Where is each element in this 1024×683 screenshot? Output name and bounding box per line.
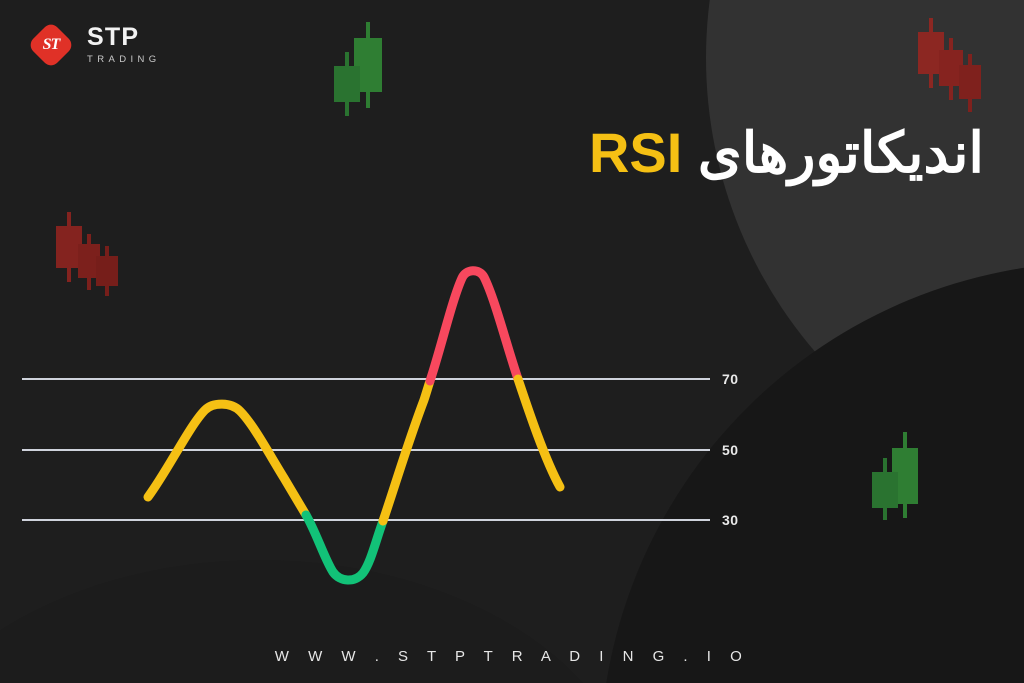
candlestick-green (334, 52, 360, 116)
logo-brand-name: STP (87, 23, 140, 52)
segment-neutral-decline (513, 374, 565, 492)
candlestick-green (872, 458, 898, 520)
candle-body-icon (872, 472, 898, 508)
axis-tick-30: 30 (722, 512, 739, 528)
segment-neutral-rise-fall (143, 399, 311, 520)
segment-oversold (301, 510, 388, 585)
candle-body-icon (334, 66, 360, 102)
axis-tick-70: 70 (722, 371, 739, 387)
candle-body-icon (56, 226, 82, 268)
candlestick-red (78, 234, 100, 290)
chart-series-rsi (143, 266, 565, 585)
segment-neutral-rise2 (378, 376, 435, 526)
brand-logo[interactable]: ST STP TRADING (26, 20, 161, 70)
chart-gridlines (22, 378, 710, 521)
logo-wordmark: STP TRADING (87, 25, 161, 65)
logo-monogram: ST (42, 36, 61, 53)
candlestick-red (959, 54, 981, 112)
candlestick-red (96, 246, 118, 296)
candle-body-icon (78, 244, 100, 278)
page-title: اندیکاتورهای RSI (589, 118, 984, 188)
candle-body-icon (96, 256, 118, 286)
stp-diamond-logo-icon: ST (26, 20, 76, 70)
candlestick-red (56, 212, 82, 282)
segment-overbought (425, 266, 523, 386)
logo-tagline: TRADING (87, 54, 161, 66)
axis-tick-50: 50 (722, 442, 739, 458)
footer-url[interactable]: W W W . S T P T R A D I N G . I O (274, 648, 750, 665)
page-title-keyword: RSI (588, 121, 683, 184)
page-title-prefix: اندیکاتورهای (697, 121, 984, 184)
candle-body-icon (959, 65, 981, 99)
